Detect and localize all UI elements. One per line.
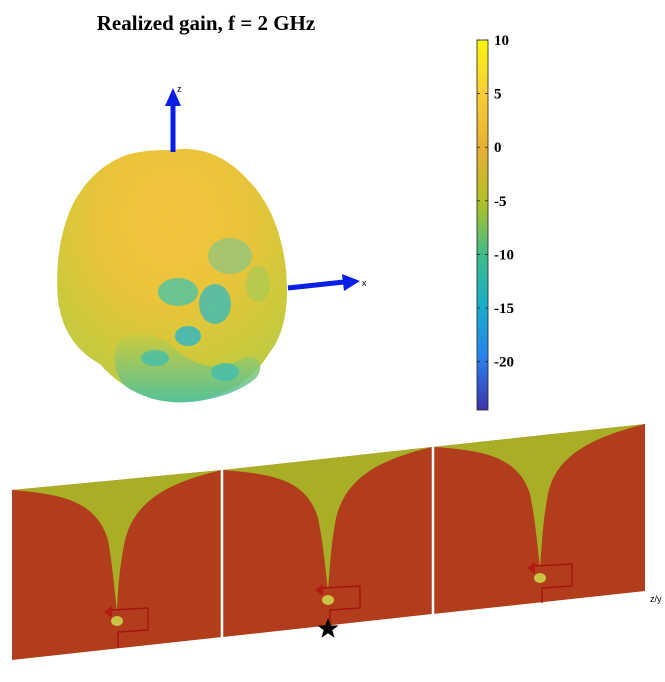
colorbar-ticks: 10 5 0 -5 -10 -15 -20 [477, 33, 514, 371]
antenna-array: z/y [12, 424, 662, 660]
x-axis-arrow: x [287, 274, 367, 291]
pattern-null-7 [211, 363, 239, 381]
array-element-1 [12, 470, 222, 660]
colorbar-tick-label: -5 [494, 194, 507, 210]
colorbar-scale [476, 39, 489, 411]
pattern-null-2 [199, 284, 231, 324]
feed-star-icon [317, 618, 339, 638]
array-element-3 [433, 424, 645, 614]
corner-axis-label: z/y [650, 594, 662, 604]
pattern-body [57, 149, 288, 403]
z-axis-label: z [177, 84, 182, 94]
pattern-null-3 [175, 326, 201, 346]
chart-title: Realized gain, f = 2 GHz [97, 11, 315, 35]
colorbar-tick-label: 10 [494, 33, 509, 49]
array-element-2 [223, 447, 432, 637]
colorbar-tick-label: -10 [494, 247, 514, 263]
pattern-null-6 [141, 350, 169, 366]
colorbar-tick-label: -20 [494, 355, 514, 371]
pattern-null-5 [246, 266, 270, 302]
colorbar-tick-label: 0 [494, 140, 502, 156]
radiation-pattern [57, 149, 288, 403]
colorbar: 10 5 0 -5 -10 -15 -20 [476, 33, 514, 411]
colorbar-tick-label: -15 [494, 301, 514, 317]
colorbar-tick-label: 5 [494, 87, 502, 103]
pattern-null-4 [208, 238, 252, 274]
z-axis-arrow: z [165, 84, 182, 152]
pattern-null-1 [158, 278, 198, 306]
x-axis-label: x [362, 278, 367, 288]
